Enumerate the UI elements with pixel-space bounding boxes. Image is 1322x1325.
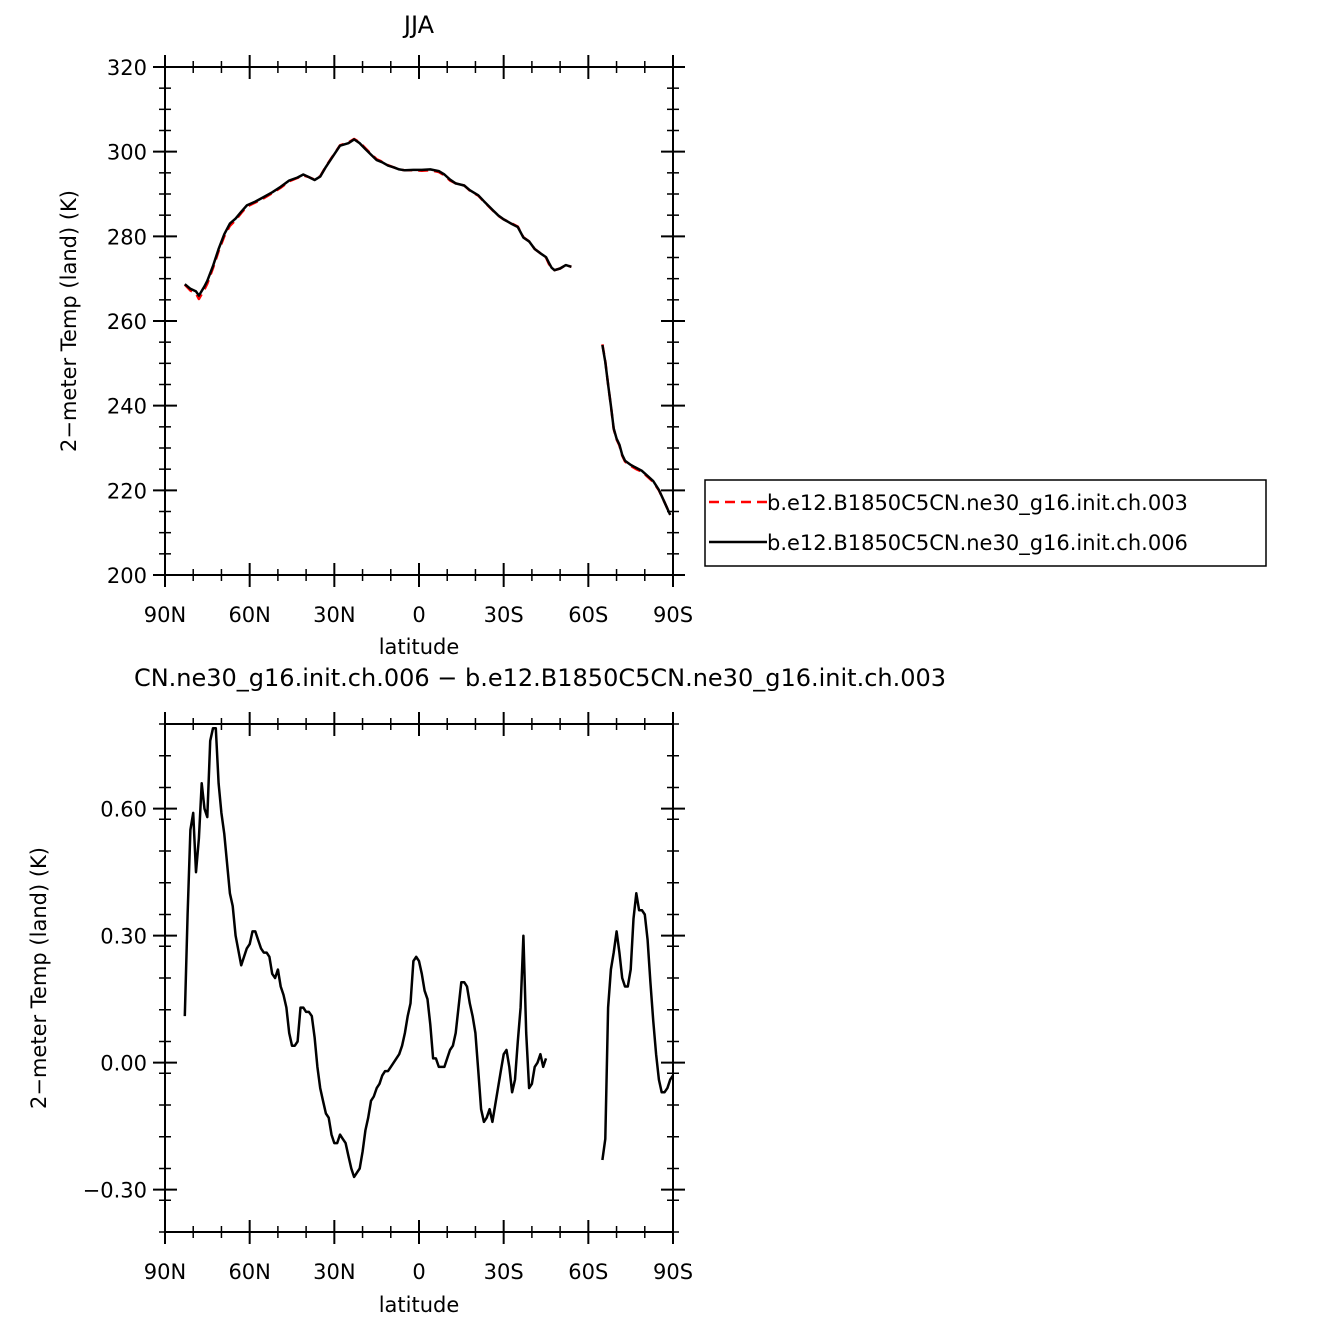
legend-label: b.e12.B1850C5CN.ne30_g16.init.ch.006	[767, 531, 1188, 556]
x-tick-label: 60N	[228, 603, 270, 627]
x-tick-label: 60S	[568, 1260, 608, 1284]
y-tick-label: −0.30	[83, 1179, 147, 1203]
series-line-0-segment-1	[601, 344, 672, 516]
series-line-1-segment-1	[601, 344, 672, 516]
x-axis-label: latitude	[379, 635, 460, 659]
x-tick-label: 90N	[144, 603, 186, 627]
series-line-0-segment-0	[183, 137, 572, 301]
x-tick-label: 30S	[484, 1260, 524, 1284]
x-axis-label: latitude	[379, 1293, 460, 1317]
bottom-panel-difference: CN.ne30_g16.init.ch.006 − b.e12.B1850C5C…	[27, 664, 946, 1317]
y-tick-label: 0.30	[100, 925, 147, 949]
top-panel-temperature: JJA 200 220 240 260 280 300 320 90N 60N 30N 0 30S 60S…	[57, 11, 1267, 659]
series-line-0-segment-1	[601, 892, 675, 1161]
y-tick-label: 300	[107, 141, 147, 165]
x-tick-label: 90S	[653, 1260, 693, 1284]
x-tick-label: 90S	[653, 603, 693, 627]
y-axis-label: 2−meter Temp (land) (K)	[57, 190, 81, 452]
x-tick-label: 60N	[228, 1260, 270, 1284]
legend-box	[704, 479, 1267, 567]
chart-title: JJA	[402, 11, 435, 39]
plot-frame	[164, 723, 674, 1233]
y-tick-label: 200	[107, 564, 147, 588]
y-tick-label: 240	[107, 395, 147, 419]
y-tick-label: 260	[107, 310, 147, 334]
x-tick-label: 30N	[313, 603, 355, 627]
plot-frame	[164, 66, 674, 576]
x-tick-label: 30S	[484, 603, 524, 627]
y-tick-label: 320	[107, 56, 147, 80]
y-tick-label: 280	[107, 225, 147, 249]
legend-label: b.e12.B1850C5CN.ne30_g16.init.ch.003	[767, 491, 1188, 516]
y-tick-label: 0.60	[100, 798, 147, 822]
y-axis-label: 2−meter Temp (land) (K)	[27, 847, 51, 1109]
x-tick-label: 60S	[568, 603, 608, 627]
chart-title: CN.ne30_g16.init.ch.006 − b.e12.B1850C5C…	[134, 664, 946, 692]
series-line-0-segment-0	[183, 726, 548, 1179]
y-tick-label: 220	[107, 479, 147, 503]
x-tick-label: 90N	[144, 1260, 186, 1284]
y-tick-label: 0.00	[100, 1052, 147, 1076]
x-tick-label: 0	[412, 603, 425, 627]
x-tick-label: 0	[412, 1260, 425, 1284]
series-line-1-segment-0	[184, 138, 572, 297]
x-tick-label: 30N	[313, 1260, 355, 1284]
